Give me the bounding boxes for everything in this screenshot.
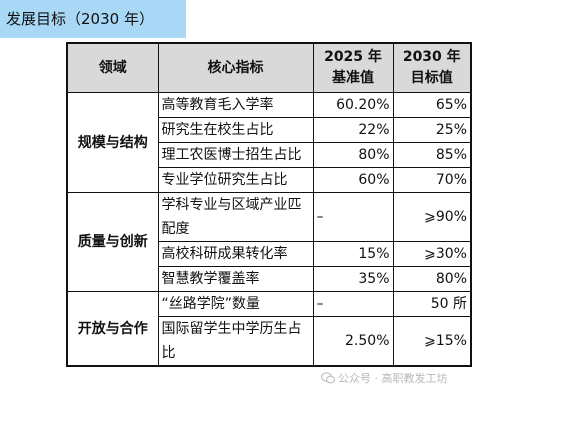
table-row: 质量与创新 学科专业与区域产业匹配度 – ⩾90% <box>66 192 472 292</box>
development-goals-table: 领域 核心指标 2025 年基准值 2030 年目标值 规模与结构 高等教育毛入… <box>66 42 472 367</box>
indicator-cell: 智慧教学覆盖率 <box>157 266 314 292</box>
indicator-cell: 理工农医博士招生占比 <box>157 142 314 168</box>
base-value-cell: 60.20% <box>312 92 394 118</box>
target-value-cell: ⩾90% <box>392 192 472 242</box>
indicator-cell: 研究生在校生占比 <box>157 117 314 143</box>
indicator-cell: 学科专业与区域产业匹配度 <box>157 192 314 242</box>
indicator-cell: 国际留学生中学历生占比 <box>157 316 314 367</box>
target-value-cell: ⩾15% <box>392 316 472 367</box>
indicator-cell: 高等教育毛入学率 <box>157 92 314 118</box>
table-row: 规模与结构 高等教育毛入学率 60.20% 65% <box>66 92 472 193</box>
target-value-cell: 70% <box>392 167 472 193</box>
header-domain: 领域 <box>66 42 159 93</box>
target-value-cell: ⩾30% <box>392 241 472 267</box>
indicator-cell: 高校科研成果转化率 <box>157 241 314 267</box>
table-row: 开放与合作 “丝路学院”数量 – 50 所 <box>66 291 472 367</box>
table-row: 高校科研成果转化率 15% ⩾30% <box>67 241 472 267</box>
base-value-cell: 35% <box>312 266 394 292</box>
target-value-cell: 85% <box>392 142 472 168</box>
base-value-cell: 80% <box>312 142 394 168</box>
watermark-text: 公众号 · 高职教发工坊 <box>338 372 448 385</box>
target-value-cell: 65% <box>392 92 472 118</box>
page-title: 发展目标（2030 年） <box>0 0 186 38</box>
wechat-icon <box>320 372 336 384</box>
domain-cell: 质量与创新 <box>66 192 159 292</box>
base-value-cell: 22% <box>312 117 394 143</box>
watermark: 公众号 · 高职教发工坊 <box>320 370 448 386</box>
domain-cell: 规模与结构 <box>66 92 159 193</box>
header-indicator: 核心指标 <box>157 42 314 93</box>
table-row: 国际留学生中学历生占比 2.50% ⩾15% <box>67 316 472 367</box>
base-value-cell: – <box>312 192 394 242</box>
table-row: 理工农医博士招生占比 80% 85% <box>67 142 472 168</box>
base-value-cell: – <box>312 291 394 317</box>
domain-cell: 开放与合作 <box>66 291 159 367</box>
header-base-2025: 2025 年基准值 <box>312 42 394 93</box>
table-row: 研究生在校生占比 22% 25% <box>67 117 472 143</box>
base-value-cell: 2.50% <box>312 316 394 367</box>
target-value-cell: 80% <box>392 266 472 292</box>
base-value-cell: 60% <box>312 167 394 193</box>
table-header-row: 领域 核心指标 2025 年基准值 2030 年目标值 <box>66 42 472 93</box>
base-value-cell: 15% <box>312 241 394 267</box>
indicator-cell: “丝路学院”数量 <box>157 291 314 317</box>
table-row: 智慧教学覆盖率 35% 80% <box>67 266 472 292</box>
header-target-2030: 2030 年目标值 <box>392 42 472 93</box>
target-value-cell: 50 所 <box>392 291 472 317</box>
target-value-cell: 25% <box>392 117 472 143</box>
indicator-cell: 专业学位研究生占比 <box>157 167 314 193</box>
table-row: 专业学位研究生占比 60% 70% <box>67 167 472 193</box>
